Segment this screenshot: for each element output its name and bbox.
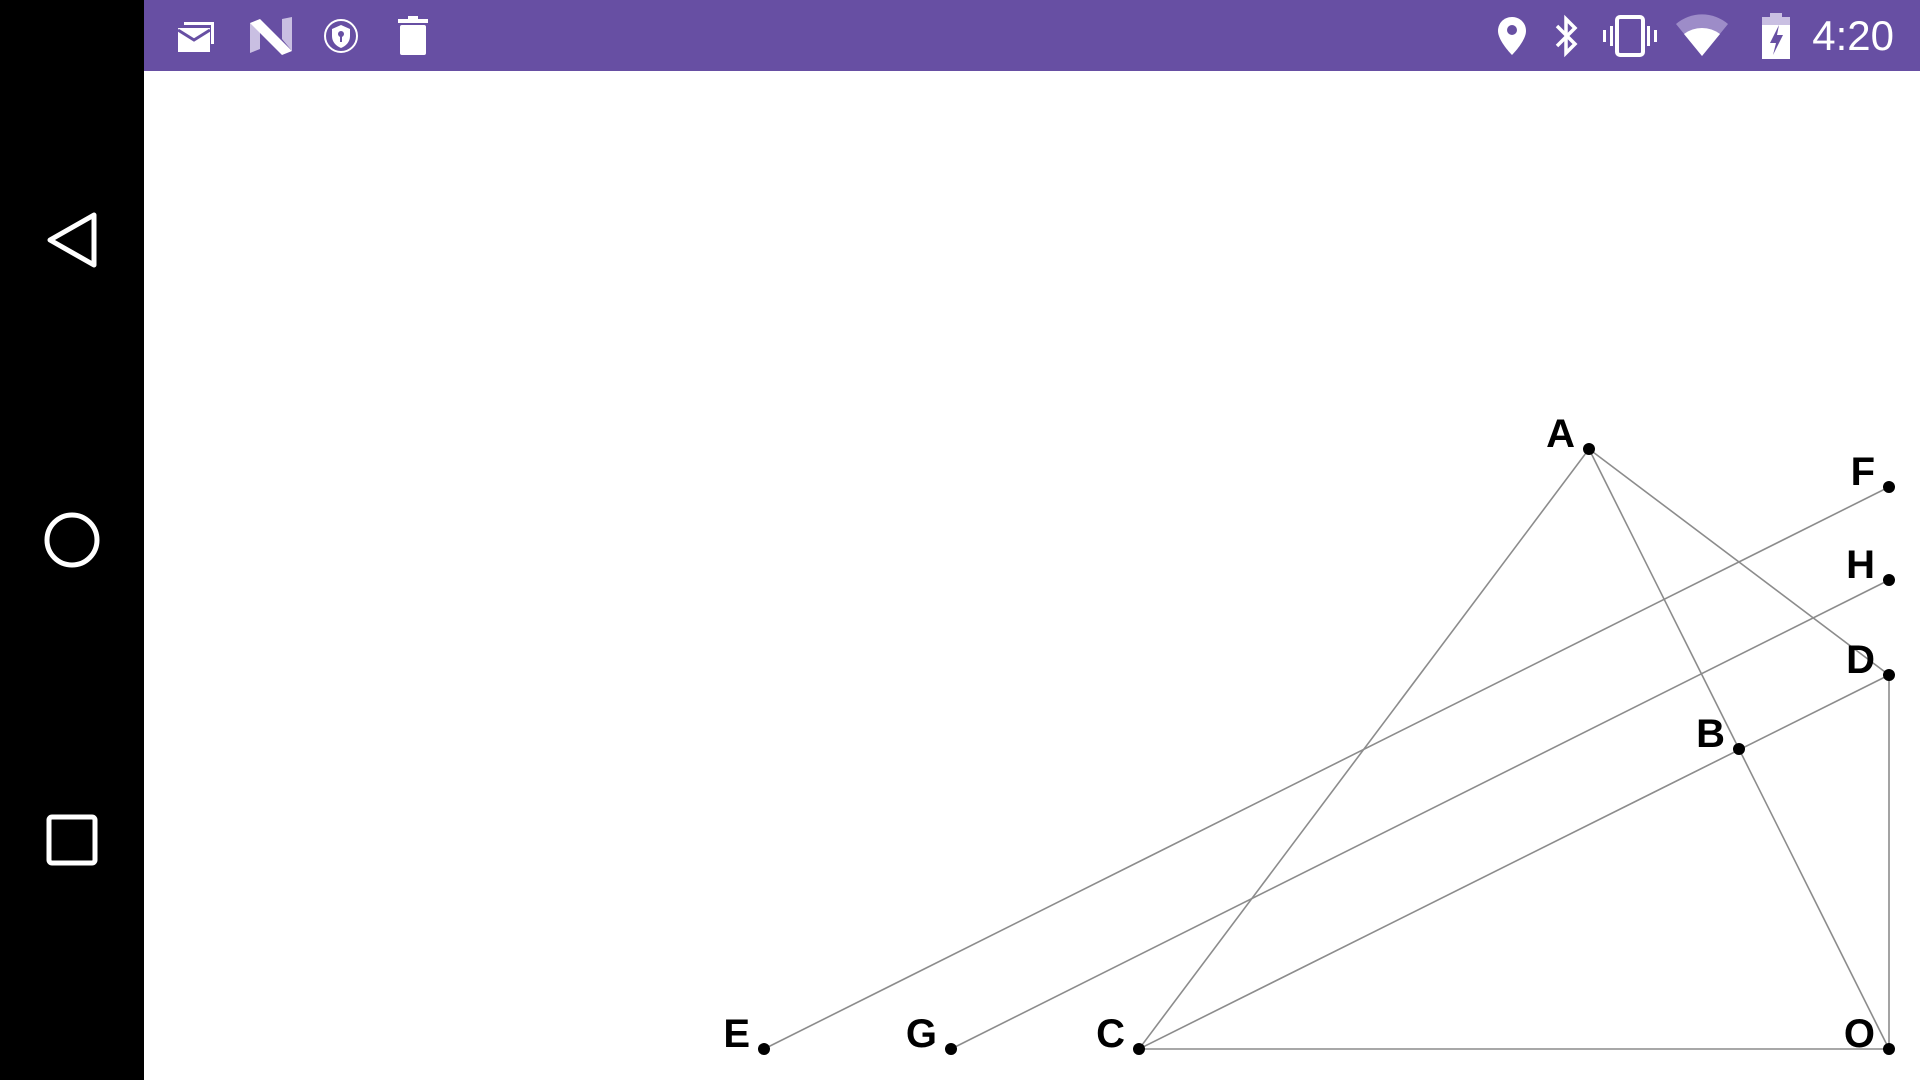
location-icon bbox=[1496, 14, 1528, 58]
segment-CD[interactable] bbox=[1138, 674, 1890, 1050]
home-button[interactable] bbox=[37, 505, 107, 575]
wifi-icon bbox=[1674, 14, 1730, 58]
point-H[interactable] bbox=[1883, 574, 1895, 586]
segment-GH[interactable] bbox=[950, 579, 1890, 1050]
bluetooth-icon bbox=[1552, 14, 1582, 58]
geometry-diagram: A B C D E F G H O bbox=[723, 412, 1895, 1056]
point-C[interactable] bbox=[1133, 1043, 1145, 1055]
home-icon bbox=[44, 512, 100, 568]
point-B[interactable] bbox=[1733, 743, 1745, 755]
point-label-O: O bbox=[1844, 1012, 1875, 1056]
point-label-H: H bbox=[1846, 543, 1875, 587]
status-bar: 4:20 bbox=[144, 0, 1920, 71]
recents-icon bbox=[46, 814, 98, 866]
recents-button[interactable] bbox=[37, 805, 107, 875]
battery-charging-icon bbox=[1760, 13, 1792, 59]
navigation-bar bbox=[0, 0, 144, 1080]
point-O[interactable] bbox=[1883, 1043, 1895, 1055]
point-G[interactable] bbox=[945, 1043, 957, 1055]
back-icon bbox=[47, 212, 97, 268]
geometry-canvas[interactable]: A B C D E F G H O bbox=[144, 71, 1920, 1080]
point-A[interactable] bbox=[1583, 443, 1595, 455]
point-label-B: B bbox=[1696, 712, 1725, 756]
point-label-C: C bbox=[1096, 1012, 1125, 1056]
point-label-F: F bbox=[1851, 450, 1875, 494]
point-label-E: E bbox=[723, 1012, 750, 1056]
point-label-G: G bbox=[906, 1012, 937, 1056]
trash-icon bbox=[396, 14, 430, 58]
clock: 4:20 bbox=[1812, 12, 1894, 59]
vibrate-icon bbox=[1602, 14, 1658, 58]
point-D[interactable] bbox=[1883, 669, 1895, 681]
segment-EF[interactable] bbox=[763, 486, 1890, 1050]
vpn-shield-key-icon bbox=[322, 14, 360, 58]
n-logo-icon bbox=[248, 14, 294, 58]
back-button[interactable] bbox=[37, 205, 107, 275]
point-F[interactable] bbox=[1883, 481, 1895, 493]
point-label-D: D bbox=[1846, 638, 1875, 682]
email-notification-icon bbox=[178, 14, 220, 58]
point-label-A: A bbox=[1546, 412, 1575, 456]
point-E[interactable] bbox=[758, 1043, 770, 1055]
